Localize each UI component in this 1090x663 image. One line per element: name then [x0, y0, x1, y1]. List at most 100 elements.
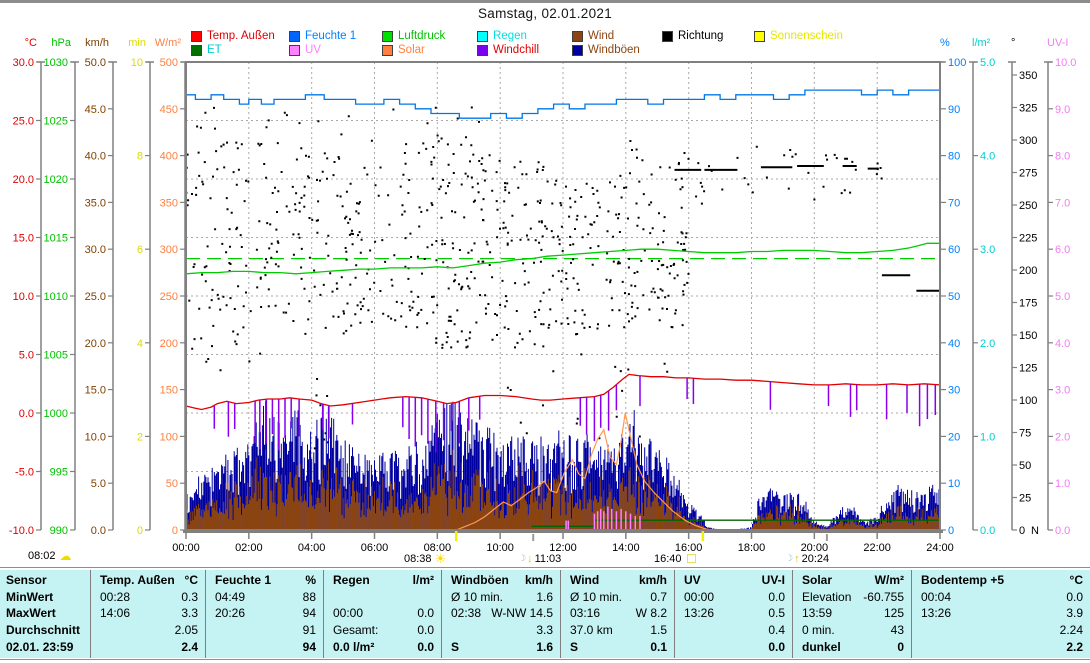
hpa-axis-unit-label: hPa — [51, 37, 71, 49]
wm2-tick-label: 0 — [172, 525, 178, 537]
table-cell-time: 0.0 l/m² — [333, 640, 374, 654]
x-tick-label: 22:00 — [863, 542, 891, 554]
min-tick-label: 0 — [137, 525, 143, 537]
table-row: 20:2694 — [206, 605, 323, 622]
table-row-label: MaxWert — [0, 605, 90, 622]
pct-tick-label: 10 — [948, 478, 960, 490]
table-row: 00:040.0 — [912, 589, 1090, 606]
weather-chart-screen: Samstag, 02.01.2021 Temp. AußenFeuchte 1… — [0, 0, 1090, 663]
table-row: 3.3 — [442, 622, 560, 639]
temp-axis-unit-label: °C — [25, 37, 37, 49]
lm2-tick-label: 5.0 — [980, 57, 995, 69]
statistics-table: SensorMinWertMaxWertDurchschnitt02.01. 2… — [0, 570, 1090, 658]
uvi-tick-label: 7.0 — [1055, 197, 1070, 209]
uvi-tick-label: 3.0 — [1055, 385, 1070, 397]
table-cell-value: 88 — [303, 590, 316, 604]
table-cell-value: W-NW 14.5 — [491, 606, 553, 620]
table-col-name: Temp. Außen — [100, 573, 175, 587]
x-tick-label: 02:00 — [235, 542, 263, 554]
table-cell-value: 94 — [303, 606, 316, 620]
sunset-square-icon — [687, 554, 696, 563]
table-col-name: Feuchte 1 — [215, 573, 271, 587]
deg-tick-label: 175 — [1019, 298, 1037, 310]
lm2-axis-unit-label: l/m² — [972, 37, 991, 49]
table-col-name: Regen — [333, 573, 370, 587]
arrow-down-icon: ↓ — [527, 553, 533, 565]
table-col-unit: l/m² — [413, 573, 434, 587]
kmh-tick-label: 15.0 — [85, 385, 106, 397]
uvi-tick-label: 2.0 — [1055, 431, 1070, 443]
table-cell-time: dunkel — [802, 640, 841, 654]
kmh-tick-label: 0.0 — [91, 525, 106, 537]
table-row: 2.24 — [912, 622, 1090, 639]
table-cell-value: 0.4 — [768, 623, 785, 637]
table-cell-value: 0.0 — [417, 623, 434, 637]
min-tick-label: 4 — [137, 338, 143, 350]
table-row: 00:000.0 — [675, 589, 792, 606]
uvi-tick-label: 1.0 — [1055, 478, 1070, 490]
uvi-tick-label: 8.0 — [1055, 151, 1070, 163]
table-cell-time: 0 min. — [802, 623, 835, 637]
wm2-tick-label: 150 — [160, 385, 178, 397]
table-row: S1.6 — [442, 638, 560, 655]
table-cell-value: 0.0 — [768, 590, 785, 604]
uvi-tick-label: 6.0 — [1055, 244, 1070, 256]
table-col-bodentemp-5: Bodentemp +5°C00:040.013:263.92.242.2 — [911, 570, 1090, 658]
temp-tick-label: 5.0 — [19, 350, 34, 362]
deg-tick-label: 25 — [1019, 493, 1031, 505]
wm2-tick-label: 350 — [160, 197, 178, 209]
table-cell-time: 00:28 — [100, 590, 130, 604]
lm2-tick-label: 4.0 — [980, 151, 995, 163]
table-cell-time: 04:49 — [215, 590, 245, 604]
deg-north-label: N — [1031, 525, 1039, 537]
table-col-feuchte-1: Feuchte 1%04:498820:26949194 — [205, 570, 323, 658]
uvi-axis-unit-label: UV-I — [1047, 37, 1068, 49]
pct-tick-label: 70 — [948, 197, 960, 209]
table-cell-value: 43 — [891, 623, 904, 637]
deg-tick-label: 75 — [1019, 428, 1031, 440]
deg-tick-label: 300 — [1019, 135, 1037, 147]
deg-tick-label: 125 — [1019, 363, 1037, 375]
temp-tick-label: 30.0 — [13, 57, 34, 69]
wm2-tick-label: 100 — [160, 431, 178, 443]
deg-tick-label: 200 — [1019, 265, 1037, 277]
table-cell-value: 0.0 — [1066, 590, 1083, 604]
lm2-tick-label: 2.0 — [980, 338, 995, 350]
table-col-temp-au-en: Temp. Außen°C00:280.314:063.32.052.4 — [90, 570, 205, 658]
wm2-tick-label: 200 — [160, 338, 178, 350]
uvi-tick-label: 0.0 — [1055, 525, 1070, 537]
table-row: 2.4 — [91, 638, 205, 655]
kmh-tick-label: 5.0 — [91, 478, 106, 490]
min-tick-label: 8 — [137, 151, 143, 163]
hpa-tick-label: 1020 — [44, 174, 68, 186]
table-col-wind: Windkm/hØ 10 min.0.703:16W 8.237.0 km1.5… — [560, 570, 674, 658]
uvi-tick-label: 10.0 — [1055, 57, 1076, 69]
deg-axis-unit-label: ° — [1011, 37, 1015, 49]
hpa-tick-label: 995 — [50, 467, 68, 479]
sunrise-annotation: 08:38 ☀ — [404, 552, 446, 565]
pct-tick-label: 0 — [948, 525, 954, 537]
table-cell-value: 2.24 — [1060, 623, 1083, 637]
uvi-tick-label: 4.0 — [1055, 338, 1070, 350]
table-cell-value: 3.3 — [181, 606, 198, 620]
table-col-name: Bodentemp +5 — [921, 573, 1004, 587]
table-row: 03:16W 8.2 — [561, 605, 674, 622]
table-col-solar: SolarW/m²Elevation-60.75513:591250 min.4… — [792, 570, 911, 658]
deg-tick-label: 50 — [1019, 460, 1031, 472]
deg-tick-label: 100 — [1019, 395, 1037, 407]
deg-tick-label: 275 — [1019, 168, 1037, 180]
deg-tick-label: 250 — [1019, 200, 1037, 212]
moonset-time: 11:03 — [535, 553, 562, 565]
x-tick-label: 14:00 — [612, 542, 640, 554]
table-row: 0.0 l/m²0.0 — [324, 638, 441, 655]
table-cell-value: 0 — [897, 640, 904, 654]
table-col-uv: UVUV-I00:000.013:260.50.40.0 — [674, 570, 792, 658]
x-tick-label: 06:00 — [361, 542, 389, 554]
table-col-unit: km/h — [639, 573, 667, 587]
lm2-tick-label: 1.0 — [980, 431, 995, 443]
table-cell-time: 14:06 — [100, 606, 130, 620]
temp-tick-label: 15.0 — [13, 233, 34, 245]
x-tick-label: 24:00 — [926, 542, 954, 554]
arrow-up-icon: ↑ — [794, 553, 800, 565]
table-row: Ø 10 min.0.7 — [561, 589, 674, 606]
